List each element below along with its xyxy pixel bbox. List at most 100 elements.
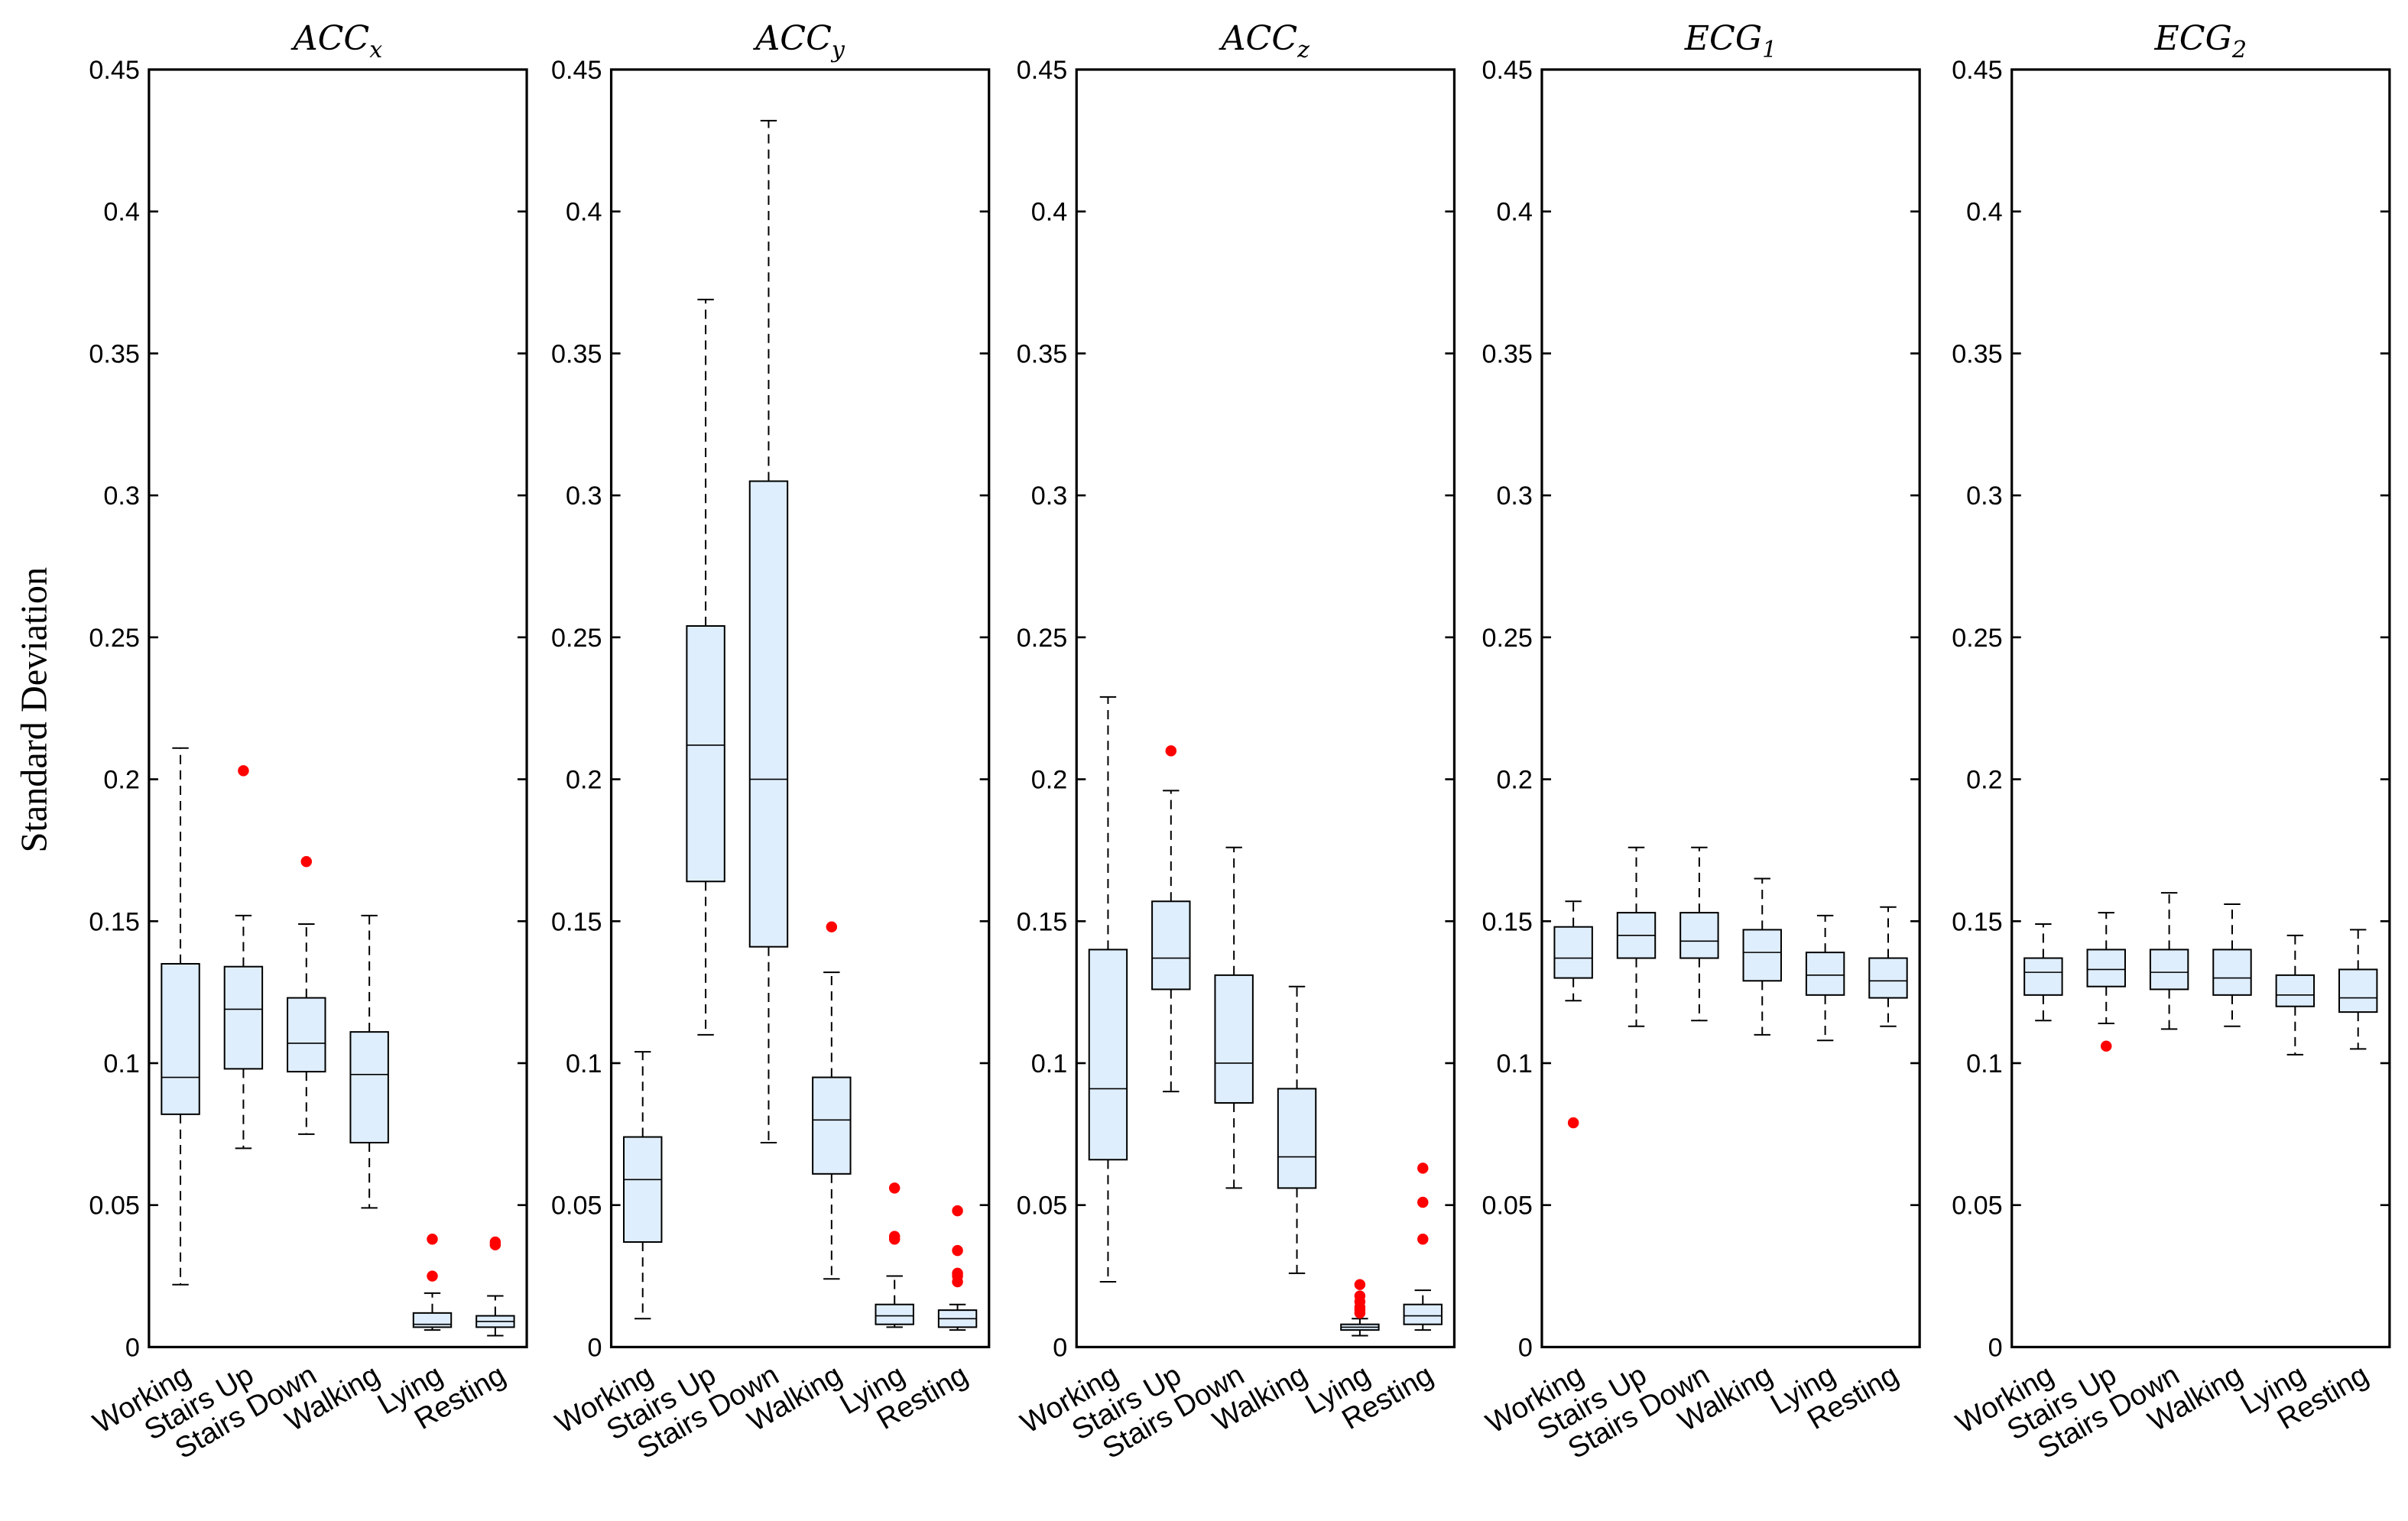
y-tick-label: 0.3 xyxy=(1966,482,2002,511)
y-tick-label: 0.45 xyxy=(89,56,139,85)
plot-frame xyxy=(148,68,528,1349)
iqr-box xyxy=(2212,949,2252,996)
box-lying xyxy=(1805,914,1845,1042)
plot-frame xyxy=(1540,68,1921,1349)
outlier-point xyxy=(489,1236,501,1248)
iqr-box xyxy=(1151,900,1191,991)
outlier-point xyxy=(888,1231,901,1242)
box-working xyxy=(2023,923,2063,1022)
y-tick-label: 0.15 xyxy=(1481,907,1532,936)
iqr-box xyxy=(2023,957,2063,996)
outlier-point xyxy=(1567,1117,1579,1129)
y-tick-label: 0.35 xyxy=(1952,339,2002,368)
y-tick-label: 0.4 xyxy=(1966,198,2002,227)
y-tick-label: 0.15 xyxy=(1952,907,2002,936)
y-tick-label: 0.1 xyxy=(566,1049,602,1078)
box-lying xyxy=(1340,1279,1380,1337)
outlier-point xyxy=(1354,1290,1366,1302)
y-tick-label: 0.2 xyxy=(1966,766,2002,795)
iqr-box xyxy=(2149,949,2189,991)
y-tick-label: 0.1 xyxy=(1966,1049,2002,1078)
y-tick-label: 0.3 xyxy=(566,482,602,511)
box-working xyxy=(1553,900,1593,1129)
iqr-box xyxy=(1868,957,1908,999)
iqr-box xyxy=(1403,1303,1443,1325)
panel-title: ACCy xyxy=(752,19,845,63)
outlier-point xyxy=(1165,745,1177,757)
outlier-point xyxy=(427,1234,438,1245)
iqr-box xyxy=(1214,974,1254,1104)
y-tick-label: 0.15 xyxy=(89,907,139,936)
box-resting xyxy=(937,1205,978,1331)
y-tick-label: 0.05 xyxy=(551,1192,602,1221)
panel-acc-x: ACCx00.050.10.150.20.250.30.350.40.45Wor… xyxy=(88,19,528,1465)
panel-title: ACCz xyxy=(1219,19,1311,63)
box-resting xyxy=(1868,906,1908,1027)
panel-title: ACCx xyxy=(290,19,383,63)
y-tick-label: 0.3 xyxy=(1031,482,1067,511)
box-stairs-up xyxy=(1616,846,1657,1027)
box-stairs-up xyxy=(1151,745,1191,1093)
outlier-point xyxy=(300,856,313,868)
y-tick-label: 0.4 xyxy=(566,198,602,227)
y-tick-label: 0.3 xyxy=(1496,482,1532,511)
y-tick-label: 0.1 xyxy=(1496,1049,1532,1078)
y-tick-label: 0.4 xyxy=(1031,198,1067,227)
y-tick-label: 0.2 xyxy=(103,766,139,795)
box-lying xyxy=(875,1182,914,1328)
outlier-point xyxy=(952,1267,963,1279)
y-tick-label: 0 xyxy=(1518,1333,1533,1362)
y-tick-label: 0.35 xyxy=(1017,339,1067,368)
iqr-box xyxy=(2086,949,2126,988)
iqr-box xyxy=(287,997,326,1073)
plot-frame xyxy=(1075,68,1456,1349)
outlier-point xyxy=(1417,1163,1429,1174)
iqr-box xyxy=(223,965,264,1070)
iqr-box xyxy=(686,624,725,883)
y-tick-label: 0 xyxy=(588,1333,602,1362)
y-tick-label: 0 xyxy=(1988,1333,2003,1362)
outlier-point xyxy=(826,921,838,932)
iqr-box xyxy=(161,962,200,1115)
box-walking xyxy=(349,914,389,1209)
box-stairs-up xyxy=(223,765,264,1150)
box-lying xyxy=(412,1234,453,1331)
y-tick-label: 0.15 xyxy=(551,907,602,936)
box-lying xyxy=(2275,934,2316,1056)
panel-acc-z: ACCz00.050.10.150.20.250.30.350.40.45Wor… xyxy=(1015,19,1456,1465)
iqr-box xyxy=(1805,952,1845,996)
iqr-box xyxy=(875,1303,914,1325)
y-tick-label: 0.1 xyxy=(1031,1049,1067,1078)
y-tick-label: 0.4 xyxy=(103,198,139,227)
outlier-point xyxy=(1354,1279,1366,1290)
outlier-point xyxy=(238,765,249,777)
plot-frame xyxy=(609,68,991,1349)
box-resting xyxy=(2338,929,2378,1050)
iqr-box xyxy=(2275,974,2316,1007)
box-resting xyxy=(1403,1163,1443,1331)
y-tick-label: 0.05 xyxy=(89,1192,139,1221)
y-tick-label: 0.25 xyxy=(1481,624,1532,653)
iqr-box xyxy=(812,1076,852,1175)
y-tick-label: 0.2 xyxy=(566,766,602,795)
box-stairs-down xyxy=(1679,846,1719,1022)
iqr-box xyxy=(623,1136,663,1243)
y-tick-label: 0.45 xyxy=(1952,56,2002,85)
iqr-box xyxy=(1679,912,1719,959)
y-tick-label: 0.25 xyxy=(89,624,139,653)
box-walking xyxy=(1277,985,1317,1274)
plot-frame xyxy=(2010,68,2391,1349)
box-working xyxy=(623,1051,663,1320)
y-tick-label: 0.35 xyxy=(1481,339,1532,368)
y-tick-label: 0.25 xyxy=(551,624,602,653)
y-tick-label: 0.25 xyxy=(1017,624,1067,653)
box-walking xyxy=(812,921,852,1280)
y-tick-label: 0 xyxy=(1053,1333,1067,1362)
outlier-point xyxy=(1417,1196,1429,1208)
box-stairs-up xyxy=(2086,912,2126,1052)
box-stairs-up xyxy=(686,298,725,1036)
y-tick-label: 0.05 xyxy=(1952,1192,2002,1221)
y-axis-label: Standard Deviation xyxy=(14,567,54,852)
y-tick-label: 0.25 xyxy=(1952,624,2002,653)
